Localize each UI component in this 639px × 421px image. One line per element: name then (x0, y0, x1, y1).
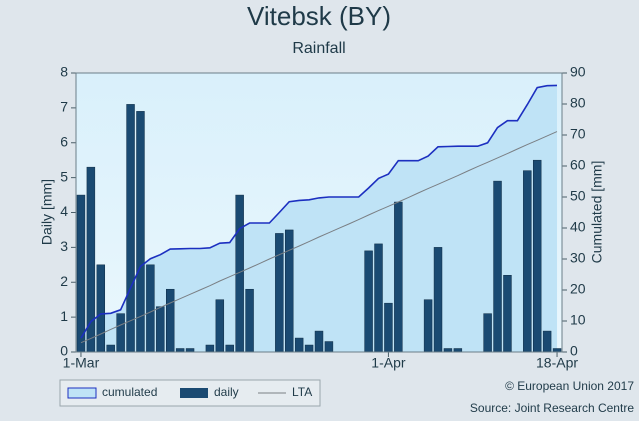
y2-tick-label: 40 (570, 219, 586, 235)
y2-tick-label: 20 (570, 281, 586, 297)
y-tick-label: 2 (60, 273, 68, 289)
bar (384, 302, 393, 353)
y2-tick-label: 0 (570, 343, 578, 359)
bar (304, 344, 314, 353)
cumulated-line (80, 84, 558, 339)
legend-swatch (67, 387, 97, 399)
bar (146, 264, 155, 353)
bar (106, 344, 115, 353)
y-tick-label: 8 (60, 64, 68, 80)
y2-tick-label: 90 (570, 64, 586, 80)
bar (285, 229, 294, 353)
plot-border (75, 72, 563, 353)
y-tick-label: 6 (60, 133, 68, 149)
bar (532, 159, 542, 353)
y2-tick-label: 60 (570, 157, 586, 173)
y-tick-label: 3 (60, 238, 68, 254)
legend-label: cumulated (102, 385, 157, 399)
bar (483, 313, 492, 353)
y-axis-label: Daily [mm] (39, 179, 55, 245)
chart-subtitle: Rainfall (292, 40, 345, 57)
bar (324, 341, 334, 353)
bar (433, 247, 443, 353)
y2-tick-label: 50 (570, 188, 586, 204)
bar (552, 348, 562, 353)
y-tick-label: 1 (60, 308, 68, 324)
bar (156, 306, 165, 353)
bar (443, 348, 453, 353)
y-tick-label: 0 (60, 343, 68, 359)
y2-tick-label: 30 (570, 250, 586, 266)
bar (185, 348, 195, 353)
bar (96, 264, 106, 353)
bar (86, 166, 96, 353)
x-tick-label: 1-Mar (63, 355, 100, 371)
bar (245, 288, 254, 353)
legend-swatch (180, 388, 208, 398)
bar (205, 344, 215, 353)
bar (453, 348, 463, 353)
bar (394, 201, 403, 353)
bar (364, 250, 373, 353)
bar (314, 330, 324, 353)
bar (275, 233, 284, 353)
x-tick-label: 18-Apr (536, 355, 578, 371)
bar (542, 330, 552, 353)
bar (503, 275, 512, 353)
bar (215, 299, 225, 353)
y2-tick-label: 80 (570, 95, 586, 111)
footer-copyright: © European Union 2017 (505, 379, 634, 393)
bar (225, 344, 234, 353)
footer-source: Source: Joint Research Centre (470, 401, 634, 415)
bar (76, 194, 86, 353)
legend: cumulated daily LTA (67, 385, 312, 399)
y-tick-label: 7 (60, 99, 68, 115)
y-tick-label: 4 (60, 203, 68, 219)
y-tick-label: 5 (60, 168, 68, 184)
lta-line (80, 131, 558, 344)
bar (523, 170, 532, 353)
x-tick-label: 1-Apr (371, 355, 406, 371)
bar (423, 299, 433, 353)
bar (175, 348, 185, 353)
bar (294, 337, 304, 353)
bar (374, 243, 383, 353)
chart-title: Vitebsk (BY) (247, 1, 391, 31)
y2-tick-label: 10 (570, 312, 586, 328)
bar (166, 288, 175, 353)
bar (126, 104, 135, 353)
y2-tick-label: 70 (570, 126, 586, 142)
y2-axis-label: Cumulated [mm] (589, 161, 605, 264)
bar (493, 180, 502, 353)
legend-label: daily (214, 385, 239, 399)
legend-label: LTA (292, 385, 312, 399)
bar (116, 313, 125, 353)
